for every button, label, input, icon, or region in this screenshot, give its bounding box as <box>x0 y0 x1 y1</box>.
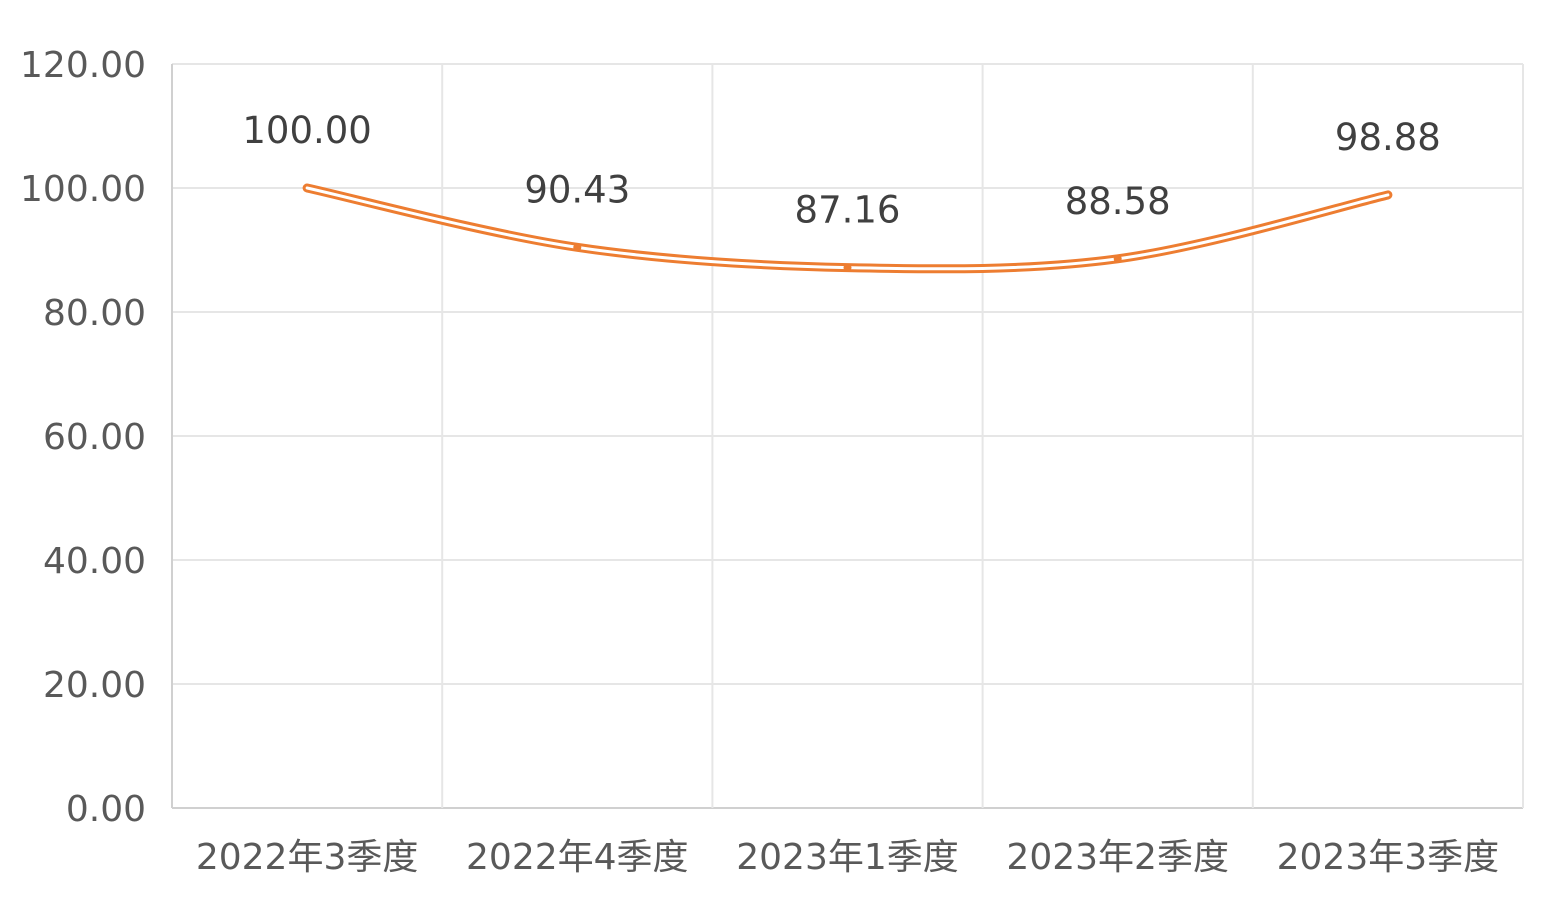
data-point <box>843 263 852 272</box>
gridlines <box>171 63 1524 809</box>
data-label: 98.88 <box>1335 116 1441 159</box>
data-labels: 100.00 90.43 87.16 88.58 98.88 <box>242 109 1441 232</box>
data-label: 88.58 <box>1065 180 1171 223</box>
y-tick-label: 120.00 <box>20 45 146 86</box>
x-axis-tick-labels: 2022年3季度 2022年4季度 2023年1季度 2023年2季度 2023年3季度 <box>196 837 1499 878</box>
x-tick-label: 2022年3季度 <box>196 837 419 878</box>
series-line-group <box>302 183 1393 274</box>
y-tick-label: 40.00 <box>43 541 146 582</box>
x-tick-label: 2022年4季度 <box>466 837 689 878</box>
y-tick-label: 100.00 <box>20 169 146 210</box>
y-tick-label: 60.00 <box>43 417 146 458</box>
data-label: 90.43 <box>524 168 630 211</box>
y-tick-label: 80.00 <box>43 293 146 334</box>
x-tick-label: 2023年1季度 <box>736 837 959 878</box>
y-tick-label: 0.00 <box>66 789 146 830</box>
x-tick-label: 2023年3季度 <box>1277 837 1500 878</box>
data-label: 87.16 <box>795 189 901 232</box>
y-axis-tick-labels: 0.00 20.00 40.00 60.00 80.00 100.00 120.00 <box>20 45 146 830</box>
data-point <box>1113 254 1122 263</box>
x-tick-label: 2023年2季度 <box>1006 837 1229 878</box>
data-point <box>573 243 582 252</box>
y-tick-label: 20.00 <box>43 665 146 706</box>
data-label: 100.00 <box>242 109 371 152</box>
